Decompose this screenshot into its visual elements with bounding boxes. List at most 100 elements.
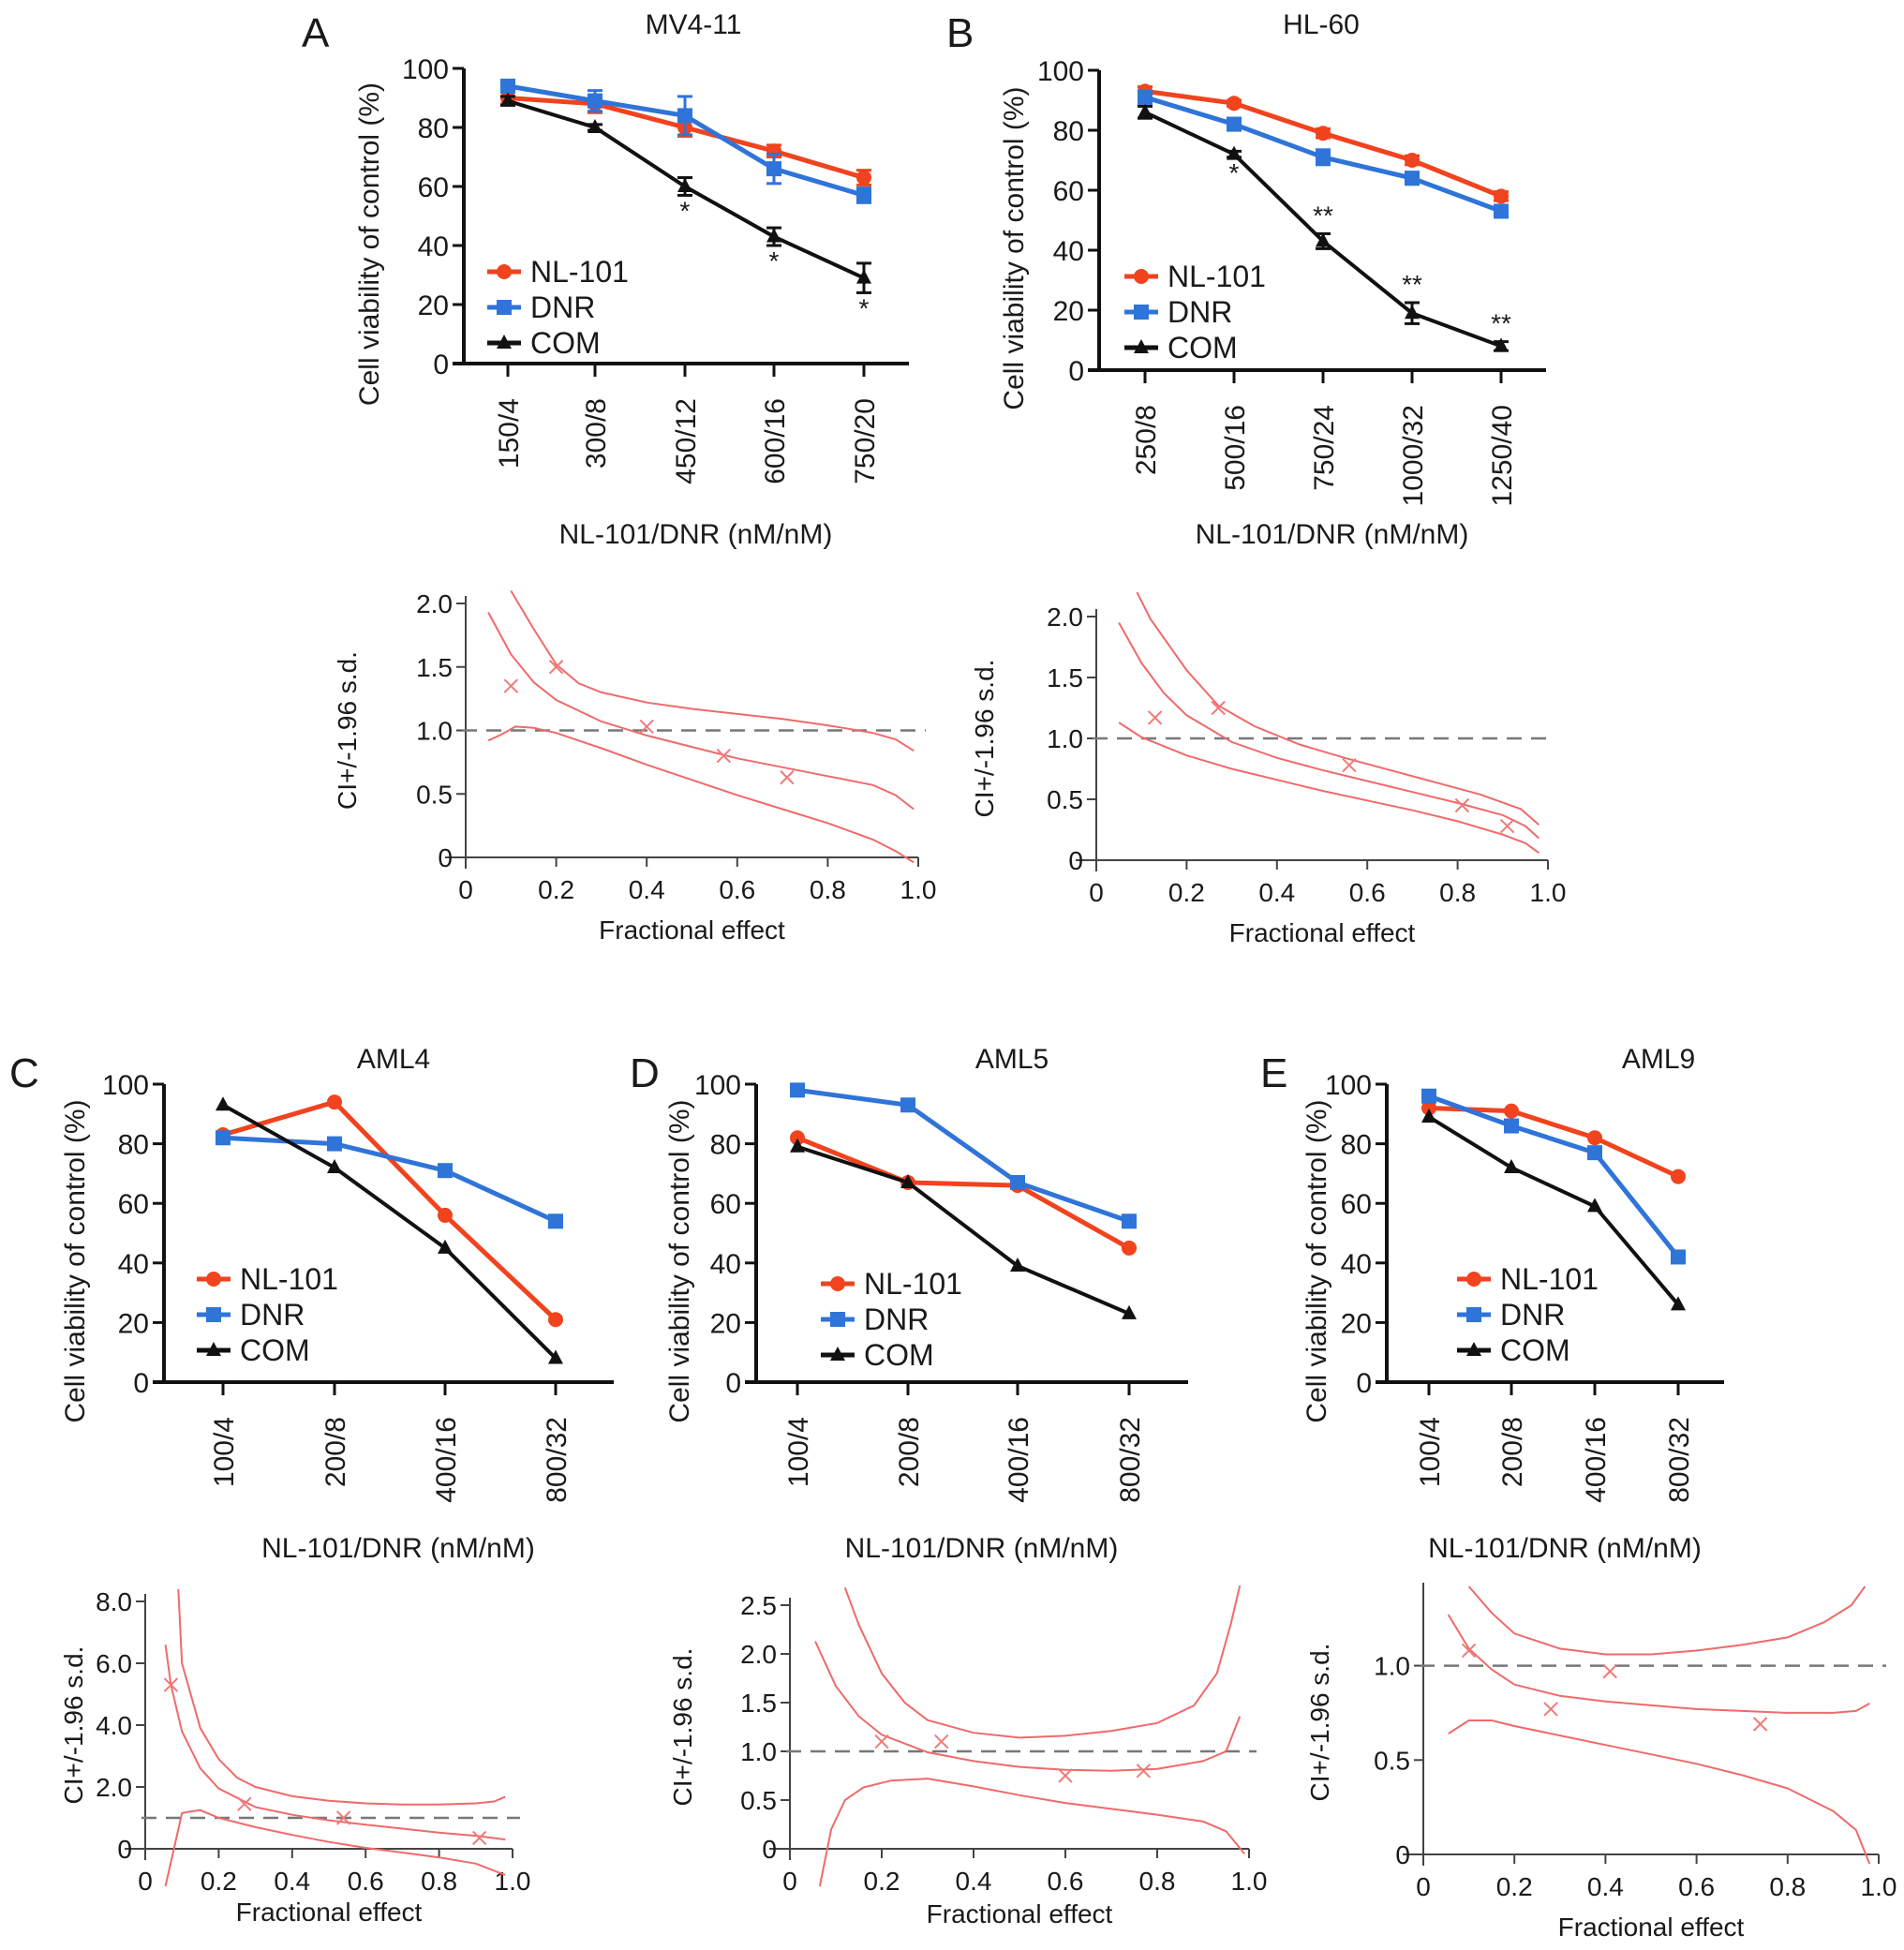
ci-point-stroke <box>716 748 732 764</box>
y-tick-label: 60 <box>418 172 449 203</box>
x-axis-label: Fractional effect <box>927 1899 1113 1928</box>
ci-curve-upper <box>177 1588 506 1806</box>
panel-letter: A <box>302 10 330 56</box>
marker-square <box>327 1136 342 1152</box>
ci-chart-e-ci: 0 0.5 1.0 0 0.2 0.4 0.6 0.8 1.0 Fractional effect… <box>1305 1583 1897 1942</box>
series-com <box>1138 103 1509 352</box>
y-tick-label: 60 <box>1341 1189 1372 1220</box>
marker-square <box>1671 1249 1686 1265</box>
marker-triangle <box>830 1347 845 1361</box>
y-tick-label: 0.5 <box>740 1786 777 1815</box>
y-tick-label: 0 <box>1068 356 1084 387</box>
legend-label: DNR <box>864 1302 929 1336</box>
significance-marker: ** <box>1313 201 1333 230</box>
x-tick-label: 0.2 <box>538 875 574 904</box>
chart-title: AML4 <box>357 1044 430 1075</box>
y-tick-label: 80 <box>1053 116 1084 147</box>
marker-triangle <box>206 1342 221 1356</box>
legend-label: DNR <box>530 290 595 324</box>
marker-square <box>766 161 781 177</box>
y-tick-label: 100 <box>1037 56 1084 87</box>
marker-triangle <box>497 335 512 349</box>
y-tick-label: 1.0 <box>416 717 453 746</box>
series-dnr <box>1138 89 1509 219</box>
x-tick-label: 200/8 <box>894 1417 925 1487</box>
ci-point-stroke <box>639 719 654 735</box>
x-tick-label: 0.6 <box>1048 1867 1084 1896</box>
x-axis-label: NL-101/DNR (nM/nM) <box>261 1533 535 1564</box>
significance-marker: * <box>1229 158 1240 187</box>
legend-label: NL-101 <box>1168 260 1266 293</box>
ci-point <box>1752 1717 1768 1732</box>
marker-circle <box>1671 1169 1686 1184</box>
ci-point-stroke <box>237 1796 252 1811</box>
y-tick-label: 20 <box>710 1308 741 1339</box>
ci-point-stroke <box>1342 757 1357 773</box>
significance-marker: * <box>769 246 780 275</box>
legend-label: NL-101 <box>864 1267 962 1301</box>
series-com <box>500 92 871 294</box>
significance-marker: ** <box>1491 309 1511 338</box>
ci-point-stroke <box>1147 710 1163 725</box>
marker-triangle <box>327 1159 342 1174</box>
marker-circle <box>438 1207 453 1223</box>
x-tick-label: 0.4 <box>956 1867 992 1896</box>
marker-circle <box>1122 1240 1137 1256</box>
ci-point-stroke <box>1461 1643 1477 1659</box>
y-tick-label: 80 <box>418 113 449 144</box>
chart-title: AML9 <box>1622 1044 1695 1075</box>
marker-square <box>206 1307 221 1322</box>
x-tick-label: 1.0 <box>900 875 937 904</box>
ci-point <box>548 660 564 675</box>
y-axis-label: Cell viability of control (%) <box>999 86 1030 409</box>
series-com <box>216 1096 563 1364</box>
legend-label: DNR <box>240 1298 305 1332</box>
series-line <box>796 1135 1131 1251</box>
x-tick-label: 0.8 <box>1769 1872 1806 1901</box>
marker-square <box>1466 1307 1481 1322</box>
marker-square <box>1316 149 1331 165</box>
series-nl-101 <box>1421 1100 1686 1184</box>
marker-circle <box>1587 1130 1602 1146</box>
marker-circle <box>548 1312 563 1328</box>
y-axis-label: Cell viability of control (%) <box>354 82 385 406</box>
marker-square <box>1122 1213 1137 1229</box>
marker-triangle <box>1405 305 1420 320</box>
ci-point <box>163 1677 179 1692</box>
significance-marker: * <box>859 293 870 322</box>
x-tick-label: 0.4 <box>274 1867 310 1896</box>
x-tick-label: 0.6 <box>348 1867 384 1896</box>
y-tick-label: 1.0 <box>1047 724 1083 753</box>
marker-circle <box>497 264 512 279</box>
y-axis-label: Cell viability of control (%) <box>60 1099 91 1422</box>
marker-square <box>1494 203 1509 219</box>
ci-point-stroke <box>548 660 564 675</box>
ci-point-stroke <box>1543 1702 1558 1717</box>
y-tick-label: 2.0 <box>416 589 453 618</box>
ci-point-stroke <box>933 1734 949 1749</box>
ci-curve-upper <box>1467 1585 1867 1656</box>
marker-triangle <box>766 228 781 243</box>
y-axis-label: Cell viability of control (%) <box>1302 1099 1332 1422</box>
y-tick-label: 100 <box>102 1070 149 1101</box>
series-line <box>796 1144 1130 1316</box>
series-line <box>222 1135 558 1224</box>
x-tick-label: 1.0 <box>1231 1867 1268 1896</box>
x-tick-label: 1.0 <box>495 1867 531 1896</box>
series-dnr <box>1421 1088 1686 1265</box>
x-axis-label: NL-101/DNR (nM/nM) <box>845 1533 1119 1564</box>
ci-point-stroke <box>780 769 795 785</box>
y-tick-label: 100 <box>1325 1070 1372 1101</box>
x-tick-label: 250/8 <box>1131 405 1162 475</box>
marker-triangle <box>1010 1257 1025 1272</box>
x-tick-label: 100/4 <box>209 1417 240 1487</box>
x-axis-label: NL-101/DNR (nM/nM) <box>1196 519 1469 550</box>
y-axis-label: Cell viability of control (%) <box>664 1099 695 1422</box>
marker-triangle <box>500 92 515 107</box>
chart-title: HL-60 <box>1283 9 1360 40</box>
marker-circle <box>1504 1103 1519 1119</box>
marker-circle <box>1421 1100 1436 1116</box>
